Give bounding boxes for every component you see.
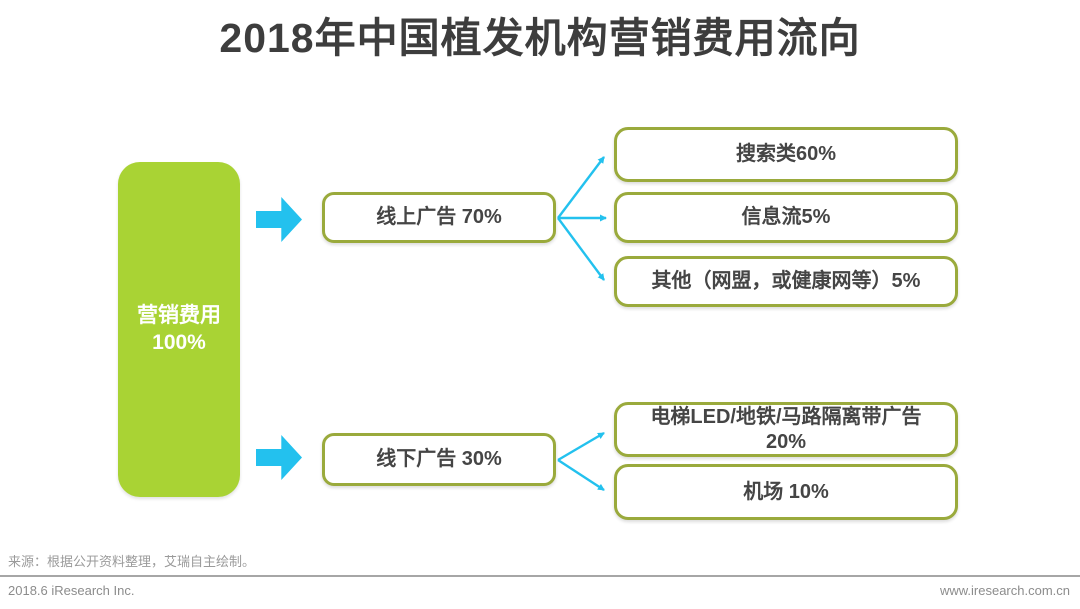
node-offline-ads: 线下广告 30% bbox=[322, 433, 556, 486]
node-marketing-budget-value: 100% bbox=[152, 330, 206, 354]
node-other-online-ads-label: 其他（网盟，或健康网等）5% bbox=[651, 270, 921, 292]
node-online-ads: 线上广告 70% bbox=[322, 192, 556, 243]
block-arrow-icon bbox=[256, 435, 302, 480]
block-arrow-icon bbox=[256, 197, 302, 242]
page-title: 2018年中国植发机构营销费用流向 bbox=[219, 15, 861, 61]
node-offline-ads-label: 线下广告 30% bbox=[376, 448, 502, 470]
node-marketing-budget-label: 营销费用 bbox=[137, 304, 221, 328]
node-airport-ads-label: 机场 10% bbox=[743, 480, 829, 503]
node-search-ads: 搜索类60% bbox=[614, 127, 958, 182]
node-info-feed-ads: 信息流5% bbox=[614, 192, 958, 243]
footer-url: www.iresearch.com.cn bbox=[939, 583, 1070, 598]
node-elevator-led-ads-value: 20% bbox=[765, 430, 807, 453]
node-search-ads-label: 搜索类60% bbox=[735, 143, 837, 165]
node-info-feed-ads-label: 信息流5% bbox=[741, 206, 831, 228]
node-online-ads-label: 线上广告 70% bbox=[376, 206, 502, 228]
source-note: 来源：根据公开资料整理，艾瑞自主绘制。 bbox=[8, 554, 256, 569]
node-airport-ads: 机场 10% bbox=[614, 464, 958, 520]
node-marketing-budget: 营销费用 100% bbox=[118, 162, 240, 497]
node-other-online-ads: 其他（网盟，或健康网等）5% bbox=[614, 256, 958, 307]
node-elevator-led-ads: 电梯LED/地铁/马路隔离带广告 20% bbox=[614, 402, 958, 457]
node-elevator-led-ads-label: 电梯LED/地铁/马路隔离带广告 bbox=[650, 405, 922, 428]
footer-divider bbox=[0, 575, 1080, 577]
footer-company: 2018.6 iResearch Inc. bbox=[8, 583, 135, 598]
